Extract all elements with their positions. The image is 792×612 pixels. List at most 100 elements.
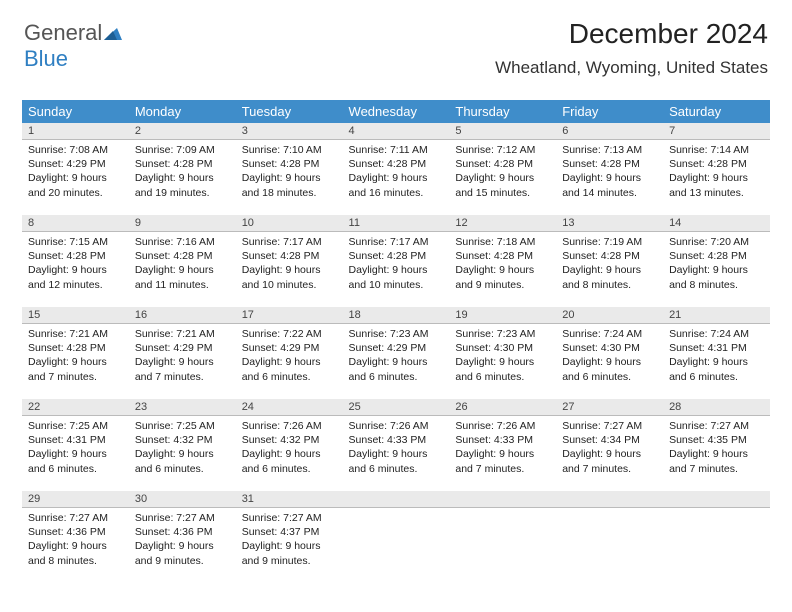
calendar-cell: 14Sunrise: 7:20 AMSunset: 4:28 PMDayligh… — [663, 215, 770, 307]
sunrise-text: Sunrise: 7:13 AM — [562, 143, 657, 157]
calendar-week-row: 8Sunrise: 7:15 AMSunset: 4:28 PMDaylight… — [22, 215, 770, 307]
sunset-text: Sunset: 4:32 PM — [135, 433, 230, 447]
sunrise-text: Sunrise: 7:25 AM — [28, 419, 123, 433]
day-number: 6 — [556, 123, 663, 140]
sunset-text: Sunset: 4:30 PM — [562, 341, 657, 355]
day-number: 18 — [343, 307, 450, 324]
weekday-header: Saturday — [663, 100, 770, 123]
daylight-text: Daylight: 9 hours and 7 minutes. — [669, 447, 764, 475]
sunrise-text: Sunrise: 7:26 AM — [455, 419, 550, 433]
sunrise-text: Sunrise: 7:17 AM — [242, 235, 337, 249]
day-data: Sunrise: 7:13 AMSunset: 4:28 PMDaylight:… — [556, 140, 663, 204]
day-data: Sunrise: 7:27 AMSunset: 4:35 PMDaylight:… — [663, 416, 770, 480]
day-data: Sunrise: 7:09 AMSunset: 4:28 PMDaylight:… — [129, 140, 236, 204]
day-data — [556, 508, 663, 568]
day-number: 27 — [556, 399, 663, 416]
day-number — [343, 491, 450, 508]
day-number: 8 — [22, 215, 129, 232]
day-number: 20 — [556, 307, 663, 324]
sunset-text: Sunset: 4:28 PM — [669, 157, 764, 171]
sunrise-text: Sunrise: 7:21 AM — [28, 327, 123, 341]
day-data: Sunrise: 7:19 AMSunset: 4:28 PMDaylight:… — [556, 232, 663, 296]
calendar-cell: 25Sunrise: 7:26 AMSunset: 4:33 PMDayligh… — [343, 399, 450, 491]
sunrise-text: Sunrise: 7:27 AM — [669, 419, 764, 433]
daylight-text: Daylight: 9 hours and 6 minutes. — [135, 447, 230, 475]
logo: General Blue — [24, 20, 122, 72]
day-number: 25 — [343, 399, 450, 416]
calendar-cell: 17Sunrise: 7:22 AMSunset: 4:29 PMDayligh… — [236, 307, 343, 399]
day-data: Sunrise: 7:27 AMSunset: 4:37 PMDaylight:… — [236, 508, 343, 572]
page-title: December 2024 — [495, 18, 768, 50]
day-number — [556, 491, 663, 508]
calendar-week-row: 15Sunrise: 7:21 AMSunset: 4:28 PMDayligh… — [22, 307, 770, 399]
weekday-header: Wednesday — [343, 100, 450, 123]
calendar-cell: 9Sunrise: 7:16 AMSunset: 4:28 PMDaylight… — [129, 215, 236, 307]
day-number: 2 — [129, 123, 236, 140]
calendar-cell: 27Sunrise: 7:27 AMSunset: 4:34 PMDayligh… — [556, 399, 663, 491]
calendar-week-row: 1Sunrise: 7:08 AMSunset: 4:29 PMDaylight… — [22, 123, 770, 215]
daylight-text: Daylight: 9 hours and 7 minutes. — [135, 355, 230, 383]
daylight-text: Daylight: 9 hours and 8 minutes. — [562, 263, 657, 291]
day-data — [663, 508, 770, 568]
calendar-cell: 5Sunrise: 7:12 AMSunset: 4:28 PMDaylight… — [449, 123, 556, 215]
sunrise-text: Sunrise: 7:19 AM — [562, 235, 657, 249]
sunrise-text: Sunrise: 7:08 AM — [28, 143, 123, 157]
calendar-cell: 19Sunrise: 7:23 AMSunset: 4:30 PMDayligh… — [449, 307, 556, 399]
day-number: 16 — [129, 307, 236, 324]
daylight-text: Daylight: 9 hours and 16 minutes. — [349, 171, 444, 199]
day-number: 29 — [22, 491, 129, 508]
sunset-text: Sunset: 4:33 PM — [349, 433, 444, 447]
day-data: Sunrise: 7:26 AMSunset: 4:33 PMDaylight:… — [343, 416, 450, 480]
sunset-text: Sunset: 4:31 PM — [28, 433, 123, 447]
daylight-text: Daylight: 9 hours and 10 minutes. — [242, 263, 337, 291]
sunrise-text: Sunrise: 7:09 AM — [135, 143, 230, 157]
sunset-text: Sunset: 4:28 PM — [562, 249, 657, 263]
calendar-cell: 6Sunrise: 7:13 AMSunset: 4:28 PMDaylight… — [556, 123, 663, 215]
day-data: Sunrise: 7:26 AMSunset: 4:33 PMDaylight:… — [449, 416, 556, 480]
calendar-cell: 22Sunrise: 7:25 AMSunset: 4:31 PMDayligh… — [22, 399, 129, 491]
day-number: 19 — [449, 307, 556, 324]
sunset-text: Sunset: 4:30 PM — [455, 341, 550, 355]
day-number: 5 — [449, 123, 556, 140]
calendar-cell: 4Sunrise: 7:11 AMSunset: 4:28 PMDaylight… — [343, 123, 450, 215]
weekday-header-row: Sunday Monday Tuesday Wednesday Thursday… — [22, 100, 770, 123]
calendar-cell: 24Sunrise: 7:26 AMSunset: 4:32 PMDayligh… — [236, 399, 343, 491]
day-number: 28 — [663, 399, 770, 416]
day-data: Sunrise: 7:18 AMSunset: 4:28 PMDaylight:… — [449, 232, 556, 296]
weekday-header: Friday — [556, 100, 663, 123]
day-data: Sunrise: 7:15 AMSunset: 4:28 PMDaylight:… — [22, 232, 129, 296]
day-data: Sunrise: 7:23 AMSunset: 4:30 PMDaylight:… — [449, 324, 556, 388]
day-data — [343, 508, 450, 568]
sunset-text: Sunset: 4:35 PM — [669, 433, 764, 447]
calendar-cell: 18Sunrise: 7:23 AMSunset: 4:29 PMDayligh… — [343, 307, 450, 399]
day-number: 24 — [236, 399, 343, 416]
day-data: Sunrise: 7:25 AMSunset: 4:32 PMDaylight:… — [129, 416, 236, 480]
sunset-text: Sunset: 4:28 PM — [455, 249, 550, 263]
day-number: 4 — [343, 123, 450, 140]
sunset-text: Sunset: 4:28 PM — [28, 341, 123, 355]
sunrise-text: Sunrise: 7:11 AM — [349, 143, 444, 157]
sunset-text: Sunset: 4:28 PM — [349, 249, 444, 263]
daylight-text: Daylight: 9 hours and 8 minutes. — [28, 539, 123, 567]
day-data: Sunrise: 7:21 AMSunset: 4:28 PMDaylight:… — [22, 324, 129, 388]
day-number: 23 — [129, 399, 236, 416]
sunset-text: Sunset: 4:28 PM — [135, 249, 230, 263]
sunrise-text: Sunrise: 7:10 AM — [242, 143, 337, 157]
calendar-cell: 29Sunrise: 7:27 AMSunset: 4:36 PMDayligh… — [22, 491, 129, 583]
daylight-text: Daylight: 9 hours and 13 minutes. — [669, 171, 764, 199]
daylight-text: Daylight: 9 hours and 6 minutes. — [349, 447, 444, 475]
daylight-text: Daylight: 9 hours and 6 minutes. — [669, 355, 764, 383]
day-data — [449, 508, 556, 568]
sunset-text: Sunset: 4:37 PM — [242, 525, 337, 539]
calendar-cell: 16Sunrise: 7:21 AMSunset: 4:29 PMDayligh… — [129, 307, 236, 399]
sunrise-text: Sunrise: 7:27 AM — [28, 511, 123, 525]
sunset-text: Sunset: 4:28 PM — [135, 157, 230, 171]
sunrise-text: Sunrise: 7:16 AM — [135, 235, 230, 249]
calendar-cell: 20Sunrise: 7:24 AMSunset: 4:30 PMDayligh… — [556, 307, 663, 399]
day-number: 30 — [129, 491, 236, 508]
day-data: Sunrise: 7:24 AMSunset: 4:31 PMDaylight:… — [663, 324, 770, 388]
day-number: 22 — [22, 399, 129, 416]
sunrise-text: Sunrise: 7:23 AM — [455, 327, 550, 341]
calendar-cell: 10Sunrise: 7:17 AMSunset: 4:28 PMDayligh… — [236, 215, 343, 307]
sunset-text: Sunset: 4:29 PM — [135, 341, 230, 355]
